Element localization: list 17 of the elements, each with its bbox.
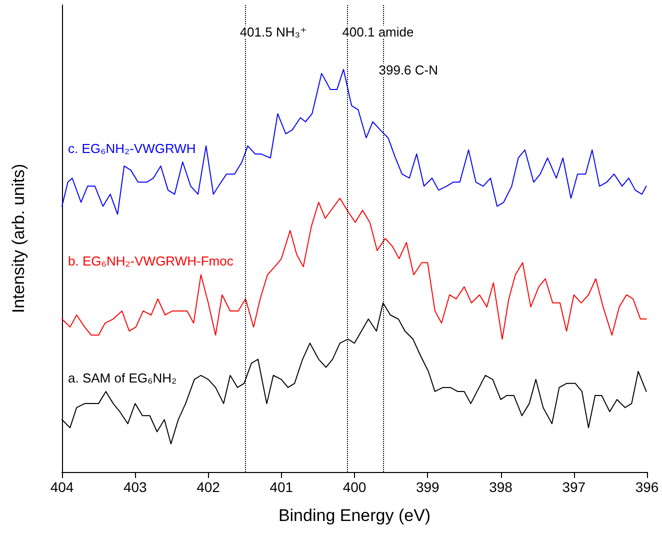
series-label: a. SAM of EG₆NH₂ <box>68 370 177 386</box>
x-tick-label: 403 <box>123 479 148 495</box>
series-label: c. EG₆NH₂-VWGRWH <box>68 141 196 156</box>
ref-line-label: 399.6 C-N <box>378 62 438 78</box>
ref-line-label: 400.1 amide <box>342 24 414 40</box>
ref-line-label: 401.5 NH₃⁺ <box>240 24 307 40</box>
x-tick-label: 399 <box>416 479 440 495</box>
x-tick-label: 396 <box>635 479 659 495</box>
text: b. EG₆NH₂-VWGRWH-Fmoc <box>68 254 234 269</box>
x-tick-label: 404 <box>50 479 74 495</box>
x-tick-label: 398 <box>489 479 513 495</box>
x-tick-label: 401 <box>270 479 294 495</box>
x-tick-label: 402 <box>196 479 220 495</box>
x-tick-label: 397 <box>562 479 586 495</box>
x-axis-title: Binding Energy (eV) <box>278 506 431 525</box>
x-tick-label: 400 <box>342 479 366 495</box>
y-axis-title: Intensity (arb. units) <box>9 164 28 314</box>
